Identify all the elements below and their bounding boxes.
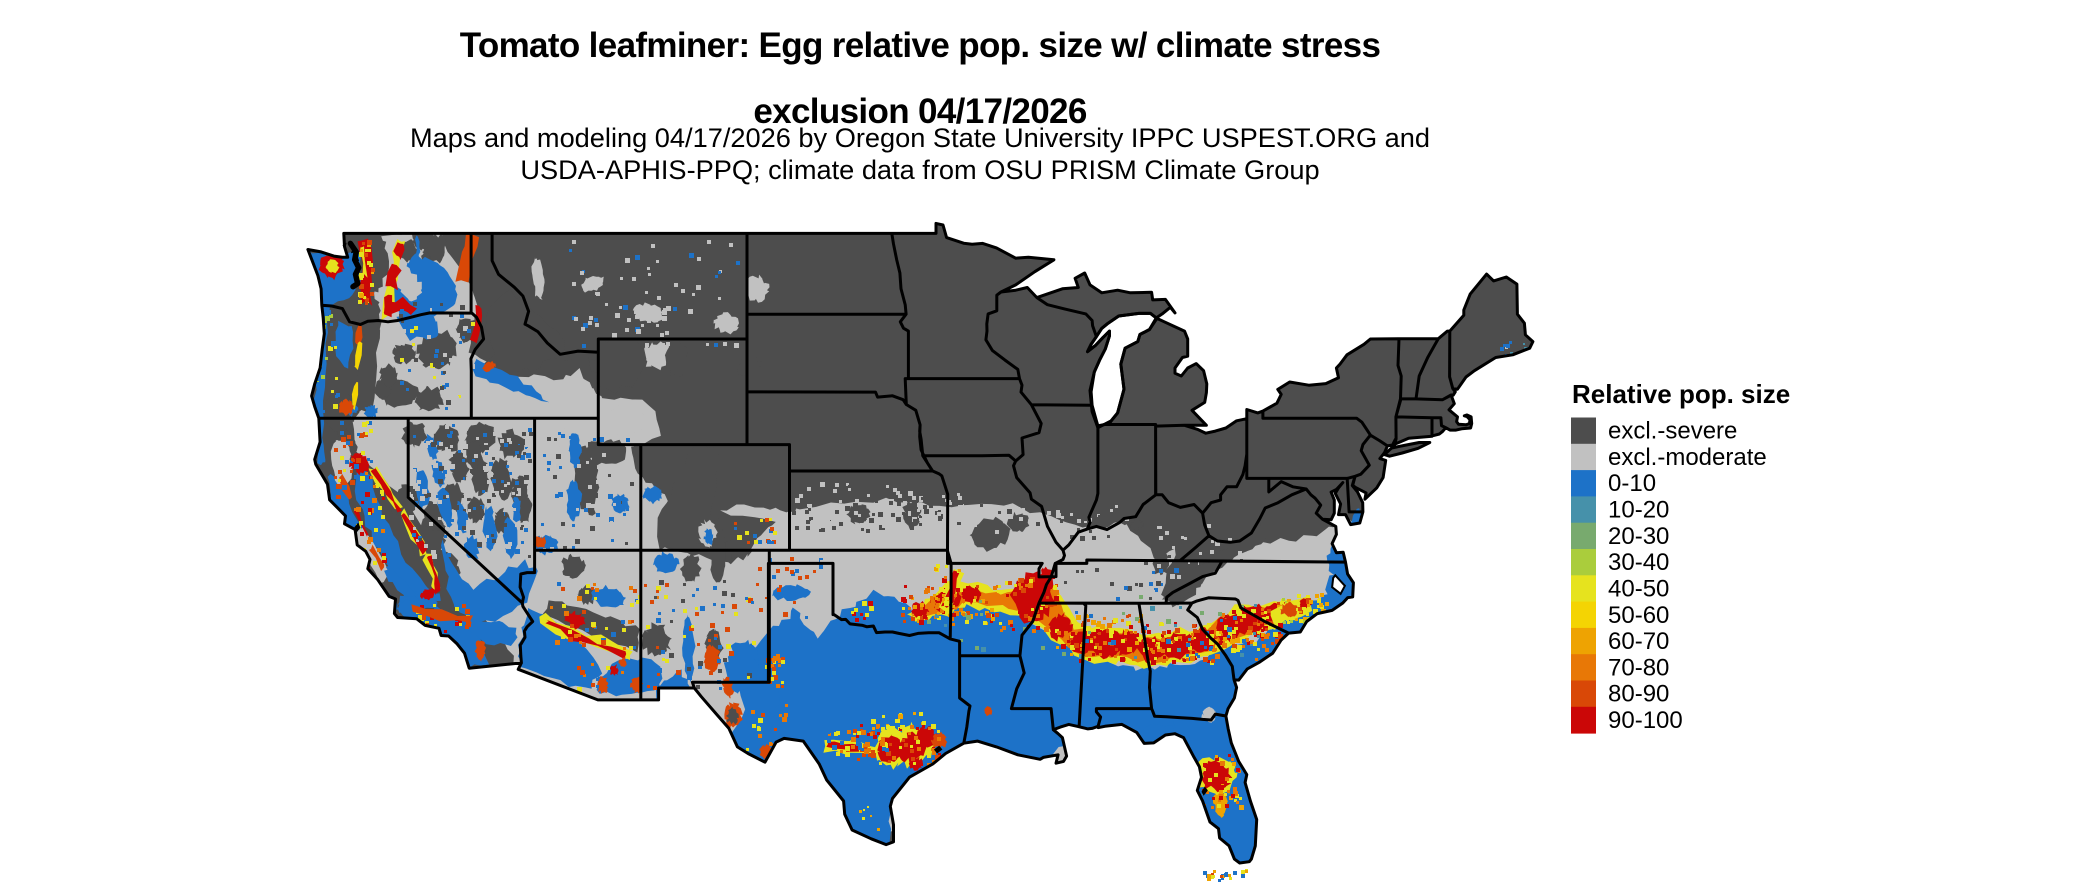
svg-text:Maps and modeling 04/17/2026 b: Maps and modeling 04/17/2026 by Oregon S… [410,122,1430,153]
svg-text:0-10: 0-10 [1608,470,1656,497]
svg-text:excl.-moderate: excl.-moderate [1608,444,1767,471]
svg-text:USDA-APHIS-PPQ; climate data f: USDA-APHIS-PPQ; climate data from OSU PR… [520,154,1319,185]
svg-text:20-30: 20-30 [1608,523,1669,550]
svg-text:Relative pop. size: Relative pop. size [1572,379,1790,409]
svg-text:80-90: 80-90 [1608,681,1669,708]
svg-text:exclusion 04/17/2026: exclusion 04/17/2026 [753,92,1087,131]
svg-text:60-70: 60-70 [1608,628,1669,655]
svg-text:30-40: 30-40 [1608,549,1669,576]
svg-text:50-60: 50-60 [1608,602,1669,629]
svg-text:40-50: 40-50 [1608,575,1669,602]
svg-text:10-20: 10-20 [1608,497,1669,524]
svg-text:excl.-severe: excl.-severe [1608,418,1737,445]
svg-text:Tomato leafminer: Egg relative: Tomato leafminer: Egg relative pop. size… [460,26,1381,65]
svg-text:70-80: 70-80 [1608,654,1669,681]
svg-text:90-100: 90-100 [1608,707,1683,734]
